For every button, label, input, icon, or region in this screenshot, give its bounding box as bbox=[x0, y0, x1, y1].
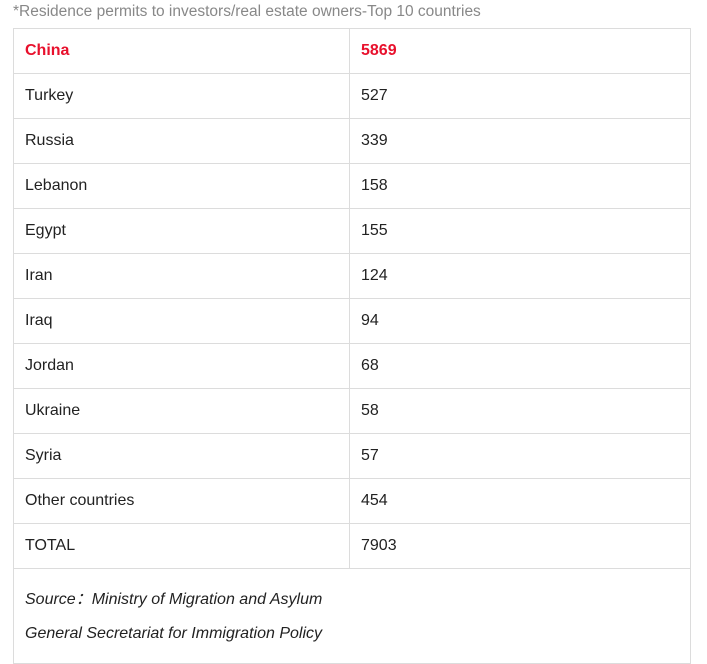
table-row: Ukraine 58 bbox=[13, 388, 691, 434]
country-cell: Iran bbox=[13, 253, 350, 299]
table-row: Iran 124 bbox=[13, 253, 691, 299]
value-cell: 158 bbox=[349, 163, 691, 209]
value-cell: 94 bbox=[349, 298, 691, 344]
table-row-china: China 5869 bbox=[13, 28, 691, 74]
table-row: Iraq 94 bbox=[13, 298, 691, 344]
value-cell: 124 bbox=[349, 253, 691, 299]
country-cell: Russia bbox=[13, 118, 350, 164]
value-cell: 454 bbox=[349, 478, 691, 524]
country-cell: Iraq bbox=[13, 298, 350, 344]
value-cell: 155 bbox=[349, 208, 691, 254]
residence-permits-table: China 5869 Turkey 527 Russia 339 Lebanon… bbox=[13, 28, 691, 664]
value-cell: 58 bbox=[349, 388, 691, 434]
table-row-total: TOTAL 7903 bbox=[13, 523, 691, 569]
country-cell: China bbox=[13, 28, 350, 74]
value-cell: 339 bbox=[349, 118, 691, 164]
country-cell: Syria bbox=[13, 433, 350, 479]
country-cell: TOTAL bbox=[13, 523, 350, 569]
country-cell: Turkey bbox=[13, 73, 350, 119]
value-cell: 68 bbox=[349, 343, 691, 389]
country-cell: Other countries bbox=[13, 478, 350, 524]
value-cell: 57 bbox=[349, 433, 691, 479]
country-cell: Jordan bbox=[13, 343, 350, 389]
source-line-ministry: Source：Ministry of Migration and Asylum bbox=[25, 591, 323, 608]
table-row: Turkey 527 bbox=[13, 73, 691, 119]
table-row: Egypt 155 bbox=[13, 208, 691, 254]
table-row: Other countries 454 bbox=[13, 478, 691, 524]
value-cell: 7903 bbox=[349, 523, 691, 569]
source-line-secretariat: General Secretariat for Immigration Poli… bbox=[25, 625, 322, 642]
table-caption: *Residence permits to investors/real est… bbox=[13, 3, 481, 20]
source-cell: Source：Ministry of Migration and Asylum … bbox=[13, 568, 691, 664]
table-row: Syria 57 bbox=[13, 433, 691, 479]
table-row: Lebanon 158 bbox=[13, 163, 691, 209]
country-cell: Lebanon bbox=[13, 163, 350, 209]
value-cell: 5869 bbox=[349, 28, 691, 74]
country-cell: Ukraine bbox=[13, 388, 350, 434]
table-row: Russia 339 bbox=[13, 118, 691, 164]
value-cell: 527 bbox=[349, 73, 691, 119]
table-row: Jordan 68 bbox=[13, 343, 691, 389]
country-cell: Egypt bbox=[13, 208, 350, 254]
source-row: Source：Ministry of Migration and Asylum … bbox=[13, 568, 691, 664]
